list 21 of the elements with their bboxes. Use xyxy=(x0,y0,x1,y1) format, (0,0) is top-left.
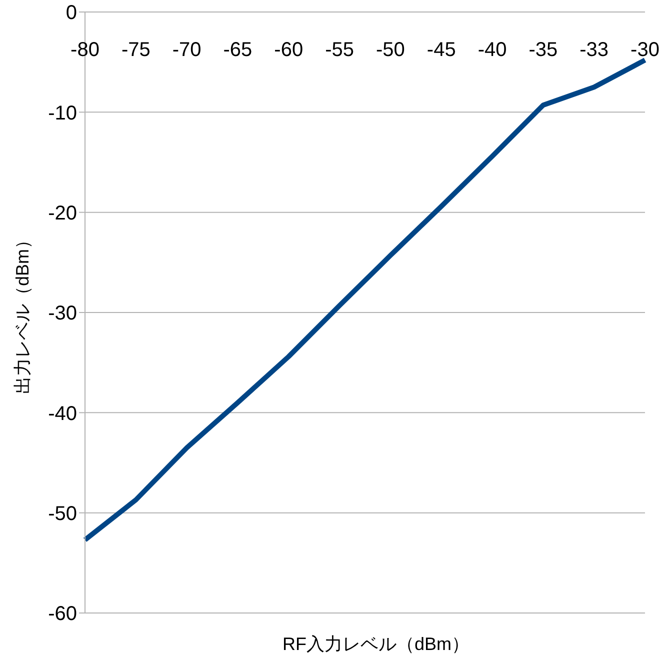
y-tick-label: -60 xyxy=(48,603,77,626)
y-tick-label: -50 xyxy=(48,502,77,525)
x-tick-label: -80 xyxy=(70,39,100,62)
x-tick-label: -75 xyxy=(121,39,150,62)
y-tick-label: 0 xyxy=(66,2,77,24)
x-tick-label: -40 xyxy=(478,39,507,62)
x-tick-label: -70 xyxy=(172,39,202,62)
y-tick-label: -40 xyxy=(48,402,77,425)
x-tick-label: -30 xyxy=(630,39,660,62)
y-tick-label: -10 xyxy=(48,102,77,124)
x-tick-label: -35 xyxy=(528,39,558,62)
x-tick-label: -50 xyxy=(376,39,405,62)
x-tick-label: -65 xyxy=(223,39,252,62)
x-tick-label: -60 xyxy=(274,39,304,62)
y-tick-label: -30 xyxy=(48,302,77,325)
x-tick-label: -45 xyxy=(426,39,456,62)
x-tick-label: -55 xyxy=(325,39,354,62)
x-tick-label: -33 xyxy=(580,39,609,62)
y-axis-title: 出力レベル（dBm） xyxy=(12,230,32,394)
y-tick-label: -20 xyxy=(48,202,77,224)
x-axis-title: RF入力レベル（dBm） xyxy=(281,633,470,656)
